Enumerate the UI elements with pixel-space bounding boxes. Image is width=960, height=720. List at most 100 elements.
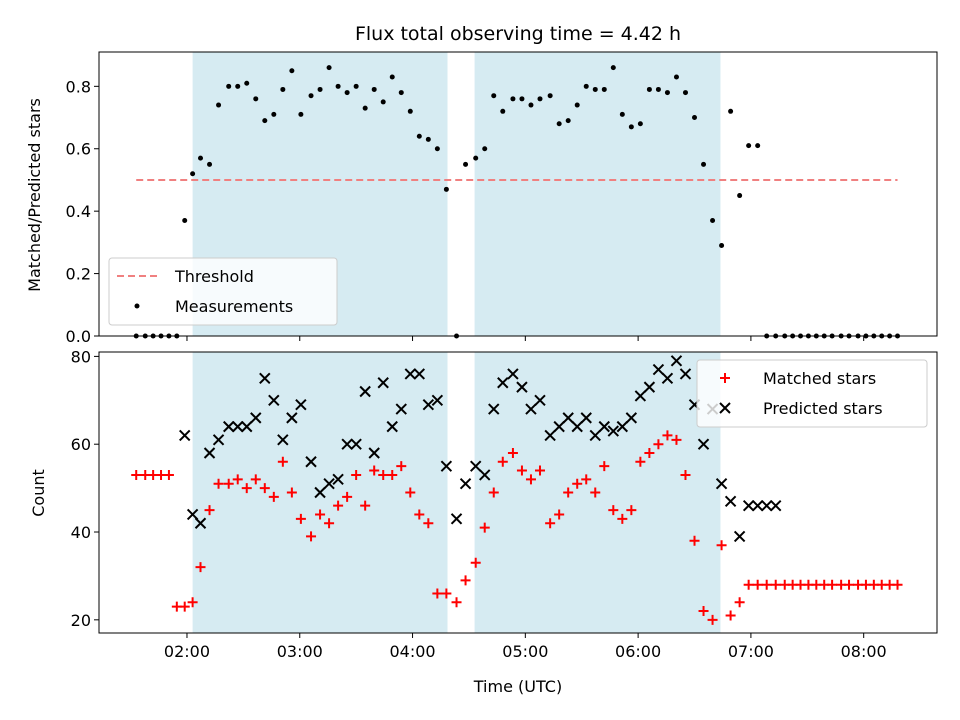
measurement-point: [335, 83, 341, 89]
axes-frame: [98, 351, 938, 634]
matched-stars-point: [743, 579, 754, 590]
predicted-stars-point: [222, 420, 235, 433]
measurement-point: [216, 102, 222, 108]
matched-stars-point: [187, 597, 198, 608]
matched-stars-point: [213, 478, 224, 489]
matched-stars-point: [405, 487, 416, 498]
y-tick-label: 0.6: [66, 140, 91, 159]
matched-stars-point: [360, 500, 371, 511]
predicted-stars-point: [286, 412, 298, 424]
matched-stars-point: [387, 469, 398, 480]
predicted-stars-point: [332, 473, 344, 486]
matched-stars-point: [324, 518, 335, 529]
measurement-point: [510, 96, 516, 102]
predicted-stars-point: [350, 438, 362, 450]
predicted-stars-point: [679, 368, 692, 380]
predicted-stars-point: [724, 495, 737, 507]
predicted-stars-point: [715, 478, 728, 490]
predicted-stars-point: [305, 456, 317, 468]
legend: Threshold Measurements: [108, 257, 338, 326]
y-tick-label: 40: [71, 523, 91, 542]
measurement-point: [190, 171, 196, 177]
measurement-point: [398, 90, 404, 96]
predicted-stars-point: [450, 513, 463, 525]
measurement-point: [407, 108, 413, 114]
measurement-point: [463, 161, 469, 167]
measurement-point: [719, 242, 725, 248]
measurement-point: [655, 86, 661, 92]
measurement-point: [664, 90, 670, 96]
measurement-point: [244, 80, 250, 86]
predicted-stars-point: [377, 377, 389, 389]
matched-stars-point: [232, 474, 243, 485]
predicted-stars-point: [431, 394, 444, 407]
predicted-stars-point: [323, 478, 335, 490]
top-y-axis-label: Matched/Predicted stars: [25, 98, 44, 292]
measurement-point: [528, 102, 534, 108]
predicted-stars-point: [516, 381, 528, 393]
measurement-point: [728, 108, 734, 114]
x-tick-label: 05:00: [502, 642, 548, 661]
predicted-stars-point: [440, 460, 453, 472]
y-tick-label: 0.0: [66, 327, 91, 346]
x-tick-label: 07:00: [728, 642, 774, 661]
measurement-point: [253, 96, 259, 102]
predicted-stars-point: [697, 438, 710, 450]
predicted-stars-point: [386, 420, 398, 433]
legend-measurements-swatch: [134, 303, 140, 309]
measurement-point: [755, 143, 761, 149]
measurement-point: [565, 118, 571, 124]
legend-box: [696, 359, 928, 428]
predicted-stars-point: [179, 429, 191, 442]
matched-stars-point: [423, 518, 434, 529]
matched-stars-point: [581, 474, 592, 485]
measurement-point: [308, 93, 314, 99]
predicted-stars-point: [268, 394, 280, 407]
matched-stars-point: [563, 487, 574, 498]
matched-stars-point: [680, 469, 691, 480]
predicted-stars-point: [634, 390, 647, 402]
measurement-point: [637, 121, 643, 127]
matched-stars-point: [131, 469, 142, 480]
measurement-point: [692, 115, 698, 121]
matched-stars-point: [369, 465, 380, 476]
predicted-stars-point: [488, 403, 500, 415]
measurement-point: [326, 65, 332, 71]
matched-stars-point: [892, 579, 903, 590]
predicted-stars-point: [359, 385, 371, 398]
matched-stars-point: [333, 500, 344, 511]
matched-stars-point: [525, 474, 536, 485]
matched-stars-point: [534, 465, 545, 476]
measurement-point: [182, 218, 188, 224]
matched-stars-point: [770, 579, 781, 590]
predicted-stars-point: [469, 460, 482, 472]
predicted-stars-point: [770, 499, 782, 512]
measurement-point: [746, 143, 752, 149]
measurement-point: [682, 90, 688, 96]
x-tick-label: 06:00: [615, 642, 661, 661]
x-tick-label: 02:00: [164, 642, 210, 661]
measurement-point: [380, 99, 386, 105]
measurement-point: [673, 74, 679, 80]
measurement-point: [434, 146, 440, 152]
measurement-point: [353, 83, 359, 89]
legend-predicted-label: Predicted stars: [763, 399, 883, 418]
matched-stars-point: [516, 465, 527, 476]
predicted-stars-point: [459, 478, 472, 490]
measurement-point: [207, 161, 213, 167]
measurement-point: [710, 218, 716, 224]
matched-stars-point: [599, 461, 610, 472]
predicted-stars-point: [760, 499, 773, 512]
measurement-point: [280, 86, 286, 92]
measurement-point: [344, 90, 350, 96]
measurement-point: [601, 86, 607, 92]
measurement-point: [425, 136, 431, 142]
legend-box: [108, 257, 338, 326]
matched-stars-point: [295, 513, 306, 524]
matched-stars-point: [268, 491, 279, 502]
predicted-stars-point: [562, 412, 574, 424]
matched-stars-point: [306, 531, 317, 542]
matched-stars-point: [507, 447, 518, 458]
chart-title: Flux total observing time = 4.42 h: [355, 23, 681, 45]
predicted-stars-point: [580, 412, 592, 424]
